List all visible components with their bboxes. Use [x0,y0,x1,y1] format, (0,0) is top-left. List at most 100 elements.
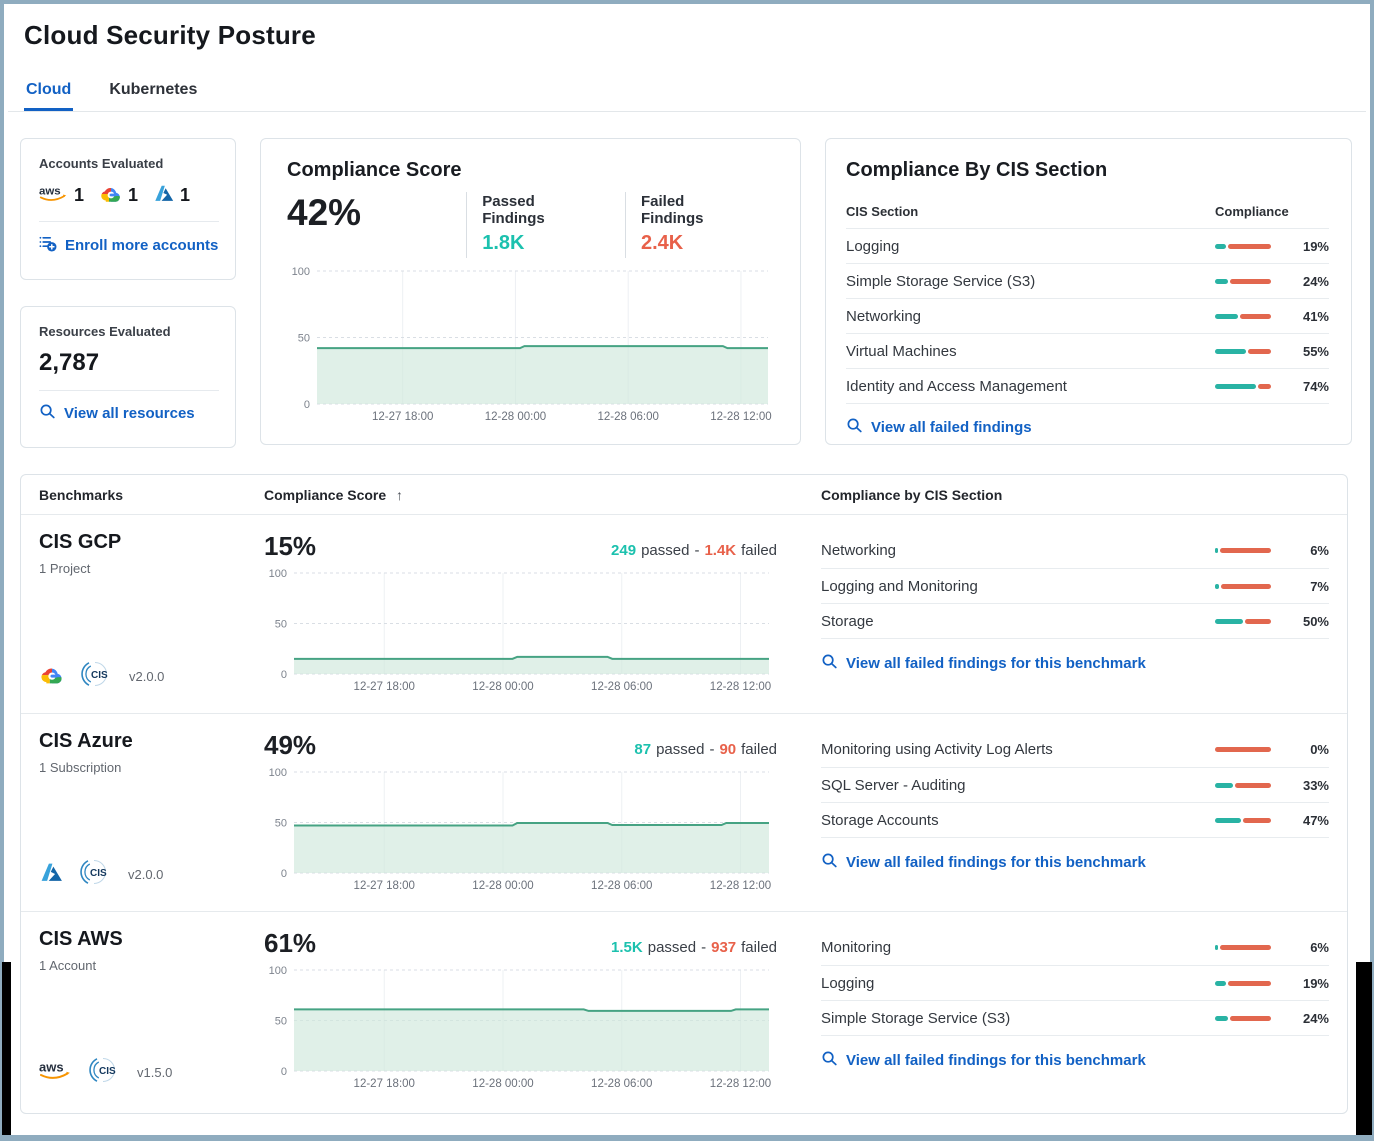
gcp-account-count: 1 [99,184,138,208]
benchmark-scope: 1 Subscription [39,760,122,775]
azure-logo-icon [153,184,175,208]
enroll-more-accounts-link[interactable]: Enroll more accounts [39,234,218,256]
svg-text:50: 50 [275,1016,287,1028]
view-all-resources-link[interactable]: View all resources [39,403,195,424]
benchmarks-table: Benchmarks Compliance Score ↑ Compliance… [20,474,1348,1114]
svg-text:CIS: CIS [99,1066,116,1077]
tab-cloud[interactable]: Cloud [24,81,73,111]
list-add-icon [39,234,57,256]
view-all-failed-findings-link[interactable]: View all failed findings [846,417,1032,438]
cis-logo-icon: CIS [86,1054,118,1091]
svg-text:100: 100 [292,266,310,278]
azure-logo-icon [39,862,64,888]
search-icon [846,417,863,438]
compliance-bar [1215,945,1271,950]
svg-text:100: 100 [269,767,287,779]
svg-text:0: 0 [281,868,287,880]
benchmark-score: 61% [264,928,317,958]
benchmark-row-cis-gcp: CIS GCP 1 Project CIS v2.0.0 15% 249 [21,515,1347,713]
compliance-bar [1215,383,1271,389]
failed-findings-label: Failed Findings [640,193,704,227]
page: Cloud Security Posture Cloud Kubernetes … [8,8,1366,1129]
svg-text:CIS: CIS [90,868,107,879]
svg-text:100: 100 [269,965,287,977]
cis-section-row: Monitoring 6% [821,939,1329,956]
cis-section-row: Storage 50% [821,603,1329,638]
aws-logo-icon: aws [39,183,69,208]
tab-bar: Cloud Kubernetes [8,81,1366,112]
cis-section-row: Logging 19% [821,965,1329,1000]
compliance-bar [1215,817,1271,823]
svg-text:12-28 06:00: 12-28 06:00 [591,681,652,693]
cis-section-row: Storage Accounts 47% [821,802,1329,837]
svg-text:12-28 00:00: 12-28 00:00 [485,411,546,423]
compliance-bar [1215,348,1271,354]
svg-text:100: 100 [269,568,287,580]
benchmark-version: v1.5.0 [137,1065,173,1080]
search-icon [821,653,838,674]
search-icon [39,403,56,424]
benchmark-score-chart: 12-27 18:00 12-28 00:00 12-28 06:00 12-28 1… [264,965,777,1093]
benchmark-scope: 1 Account [39,958,97,973]
cis-section-row: Logging and Monitoring 7% [821,568,1329,603]
compliance-bar [1215,618,1271,624]
resources-evaluated-value: 2,787 [39,349,100,376]
svg-text:50: 50 [275,619,287,631]
screen-edge-black-left [2,962,11,1135]
gcp-logo-icon [39,664,65,690]
svg-text:CIS: CIS [91,670,108,681]
search-icon [821,1050,838,1071]
compliance-bar [1215,747,1271,752]
view-failed-findings-benchmark-link[interactable]: View all failed findings for this benchm… [821,1050,1146,1071]
svg-text:12-28 12:00: 12-28 12:00 [710,880,771,892]
cis-section-row: Networking 41% [846,298,1329,333]
benchmark-name: CIS AWS [39,928,123,950]
aws-account-count: aws 1 [39,183,84,208]
svg-text:12-27 18:00: 12-27 18:00 [354,880,415,892]
svg-text:12-28 00:00: 12-28 00:00 [472,880,533,892]
svg-text:12-27 18:00: 12-27 18:00 [372,411,433,423]
svg-text:12-28 12:00: 12-28 12:00 [710,1078,771,1090]
cis-section-row: Simple Storage Service (S3) 24% [846,263,1329,298]
compliance-bar [1215,1015,1271,1021]
cis-section-row: Monitoring using Activity Log Alerts 0% [821,741,1329,758]
col-cis-section: CIS Section [846,204,919,219]
resources-evaluated-card: Resources Evaluated 2,787 View all resou… [20,306,236,448]
svg-text:12-28 06:00: 12-28 06:00 [591,880,652,892]
accounts-evaluated-card: Accounts Evaluated aws 1 1 [20,138,236,280]
tab-kubernetes[interactable]: Kubernetes [109,81,198,98]
compliance-bar [1215,243,1271,249]
view-failed-findings-benchmark-link[interactable]: View all failed findings for this benchm… [821,852,1146,873]
passed-failed-summary: 249 passed - 1.4K failed [611,542,777,559]
cis-section-row: Identity and Access Management 74% [846,368,1329,403]
svg-text:12-28 00:00: 12-28 00:00 [472,681,533,693]
cis-section-card-title: Compliance By CIS Section [846,159,1108,181]
svg-text:0: 0 [304,399,310,411]
view-failed-findings-benchmark-link[interactable]: View all failed findings for this benchm… [821,653,1146,674]
svg-text:0: 0 [281,669,287,681]
compliance-by-cis-section-card: Compliance By CIS Section CIS Section Co… [825,138,1352,445]
svg-text:12-28 12:00: 12-28 12:00 [710,411,771,423]
divider [39,221,219,222]
compliance-score-value: 42% [287,192,362,233]
col-compliance-score-sort[interactable]: Compliance Score ↑ [264,486,404,503]
svg-text:0: 0 [281,1066,287,1078]
svg-text:12-28 00:00: 12-28 00:00 [472,1078,533,1090]
benchmark-row-cis-azure: CIS Azure 1 Subscription CIS v2.0.0 49% [21,713,1347,911]
accounts-evaluated-label: Accounts Evaluated [39,156,164,171]
passed-findings: Passed Findings 1.8K [466,192,583,258]
failed-findings-value: 2.4K [640,232,684,254]
col-benchmarks: Benchmarks [39,486,124,503]
benchmark-name: CIS GCP [39,531,122,553]
svg-text:12-28 06:00: 12-28 06:00 [597,411,658,423]
svg-text:12-28 12:00: 12-28 12:00 [710,681,771,693]
svg-text:12-28 06:00: 12-28 06:00 [591,1078,652,1090]
benchmark-score-chart: 12-27 18:00 12-28 00:00 12-28 06:00 12-28 1… [264,767,777,895]
cis-section-row: Networking 6% [821,542,1329,559]
passed-failed-summary: 1.5K passed - 937 failed [611,939,777,956]
svg-text:50: 50 [275,818,287,830]
cis-logo-icon: CIS [77,856,109,893]
cis-section-row: Logging 19% [846,228,1329,263]
col-compliance: Compliance [1215,204,1289,219]
